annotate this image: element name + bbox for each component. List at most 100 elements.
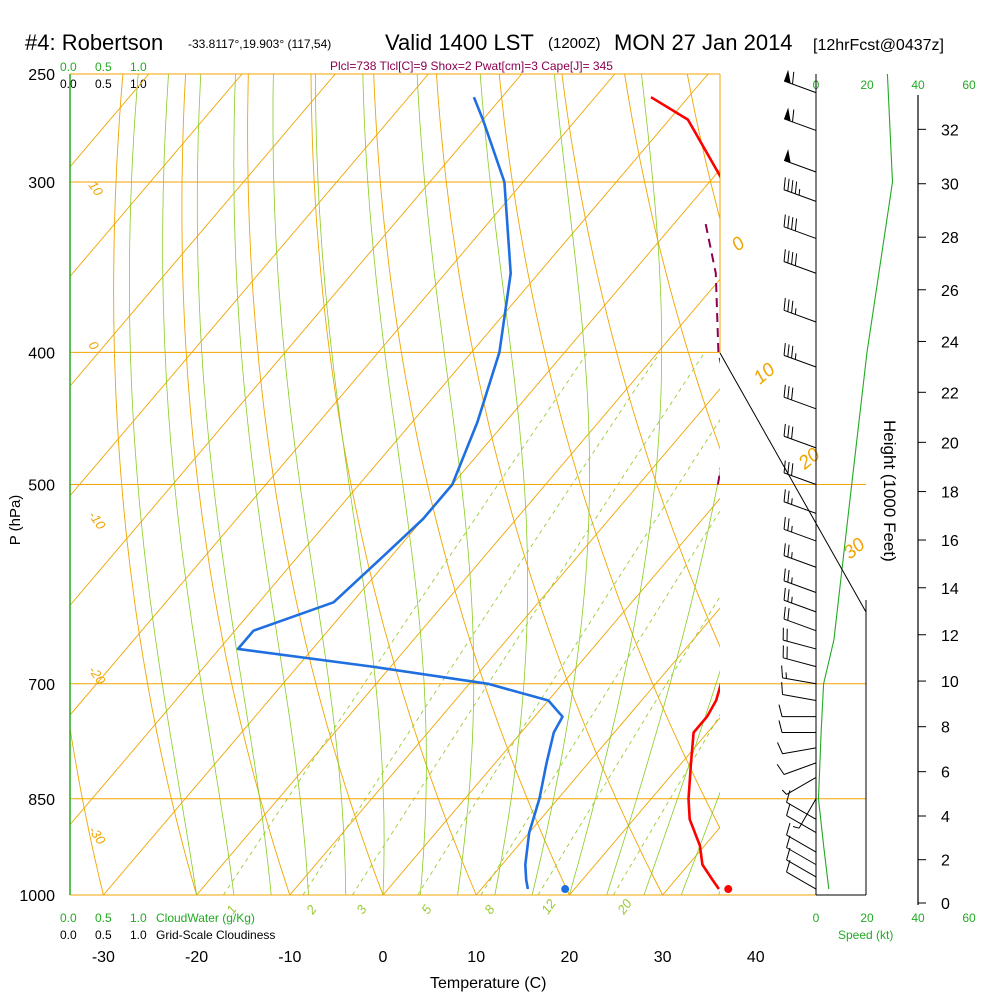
bottom-cloudwater-tick: 0.0: [60, 911, 77, 925]
surface-dewpoint-marker: [561, 885, 570, 894]
wind-barb-flag: [791, 300, 794, 314]
top-cloudiness-tick: 0.5: [95, 77, 112, 91]
height-tick-label: 16: [941, 533, 959, 550]
station-title: #4: Robertson: [25, 30, 163, 55]
isotherm-line: [70, 74, 336, 387]
wind-barb: [783, 516, 817, 542]
dry-adiabat-line: [498, 74, 720, 830]
wind-barb-staff: [782, 677, 817, 685]
mixing-ratio-line: [352, 352, 706, 895]
wind-barb-staff: [783, 599, 817, 613]
x-axis-label: Temperature (C): [430, 975, 546, 992]
height-tick-label: 26: [941, 283, 959, 300]
wind-barb-flag: [787, 544, 790, 558]
wind-barb-half-flag: [798, 189, 801, 196]
mixing-ratio-label: 8: [481, 902, 498, 917]
x-tick-label: 0: [379, 949, 388, 966]
wind-barb-flag: [783, 587, 786, 601]
dry-adiabat-label: 20: [794, 444, 825, 475]
bottom-speed-tick: 0: [813, 911, 820, 925]
wind-barb-staff: [783, 555, 817, 568]
moist-adiabat-line: [196, 74, 272, 895]
wind-barb-flag: [791, 345, 794, 359]
top-cloudwater-tick: 0.0: [60, 60, 77, 74]
isotherm-label: -10: [86, 508, 110, 533]
x-tick-label: -20: [185, 949, 208, 966]
dry-adiabat-line: [436, 74, 664, 895]
wind-barb-half-flag: [781, 789, 787, 795]
dry-adiabat-line: [70, 725, 104, 895]
wind-barb: [783, 297, 817, 323]
wind-barb: [783, 587, 817, 613]
moist-adiabat-line: [479, 74, 528, 895]
height-axis-label: Height (1000 Feet): [880, 420, 899, 562]
bottom-cloudiness-scale: 0.0 0.5 1.0 Grid-Scale Cloudiness: [60, 928, 275, 942]
wind-barb-flag: [778, 720, 783, 733]
wind-barb-staff: [783, 657, 817, 668]
top-speed-scale: 0 20 40 60: [813, 78, 976, 92]
wind-barb-staff: [783, 80, 817, 94]
isobar-lines: [70, 73, 866, 896]
bottom-cloudwater-tick: 1.0: [130, 911, 147, 925]
utc-time: (1200Z): [548, 35, 601, 52]
isotherm-label: -30: [86, 823, 110, 848]
height-tick-label: 6: [941, 765, 950, 782]
wind-barb-staff: [783, 309, 817, 323]
wind-barb: [781, 682, 817, 701]
pressure-tick-label: 1000: [19, 888, 55, 905]
pressure-tick-label: 850: [28, 792, 55, 809]
wind-barb-staff: [783, 618, 817, 632]
temperature-profile-line: [650, 96, 720, 890]
wind-barb-flag: [783, 568, 786, 581]
cloudwater-label: CloudWater (g/Kg): [156, 911, 255, 925]
wind-barb: [782, 627, 817, 650]
height-tick-label: 18: [941, 485, 959, 502]
wind-barb-half-flag: [791, 498, 793, 505]
wind-barb-flag: [787, 250, 790, 264]
x-tick-label: -30: [92, 949, 115, 966]
wind-barb-staff: [786, 834, 817, 853]
wind-barb-staff: [783, 639, 817, 650]
wind-barb-staff: [782, 694, 817, 701]
bottom-speed-scale: 0 20 40 60 Speed (kt): [813, 911, 976, 942]
wind-barb: [783, 249, 817, 274]
wind-barb-flag: [777, 742, 783, 754]
wind-barb-flag: [781, 665, 784, 678]
parcel-profile-line: [703, 219, 720, 485]
height-tick-label: 12: [941, 628, 959, 645]
pressure-axis-ticks: 250 300 400 500 700 850 1000: [19, 67, 55, 905]
dry-adiabat-label: 10: [750, 359, 780, 389]
moist-adiabat-line: [569, 74, 663, 895]
wind-speed-profile: [817, 73, 894, 890]
stability-indices: Plcl=738 Tlcl[C]=9 Shox=2 Pwat[cm]=3 Cap…: [330, 59, 613, 73]
moist-adiabat-line: [606, 469, 720, 895]
wind-barb-staff: [783, 189, 817, 202]
wind-barb: [783, 69, 817, 94]
wind-barb-flag: [787, 569, 790, 583]
top-speed-tick: 60: [962, 78, 976, 92]
top-cloudwater-tick: 1.0: [130, 60, 147, 74]
wind-barb-flag: [791, 387, 794, 400]
wind-barb-flag: [791, 217, 794, 230]
x-tick-label: -10: [278, 949, 301, 966]
pressure-tick-label: 700: [28, 677, 55, 694]
dry-adiabat-line: [181, 74, 291, 895]
wind-barb: [777, 742, 817, 755]
wind-barb-flag: [786, 822, 791, 836]
y-axis-label: P (hPa): [7, 495, 24, 546]
moist-adiabat-line: [680, 791, 720, 895]
wind-barb-flag: [791, 180, 794, 193]
mixing-ratio-line: [223, 352, 588, 895]
wind-barb-flag: [787, 589, 790, 602]
moist-adiabat-line: [315, 74, 385, 895]
mixing-ratio-label: 5: [418, 902, 435, 917]
forecast-info: [12hrFcst@0437z]: [813, 37, 944, 54]
wind-barb-flag: [786, 847, 791, 861]
wind-speed-curve: [817, 73, 894, 890]
wind-barb: [786, 803, 817, 834]
moist-adiabat-line: [643, 670, 720, 895]
wind-barb-staff: [786, 801, 817, 820]
wind-barb-staff: [786, 777, 817, 795]
wind-barb-staff: [786, 847, 817, 866]
